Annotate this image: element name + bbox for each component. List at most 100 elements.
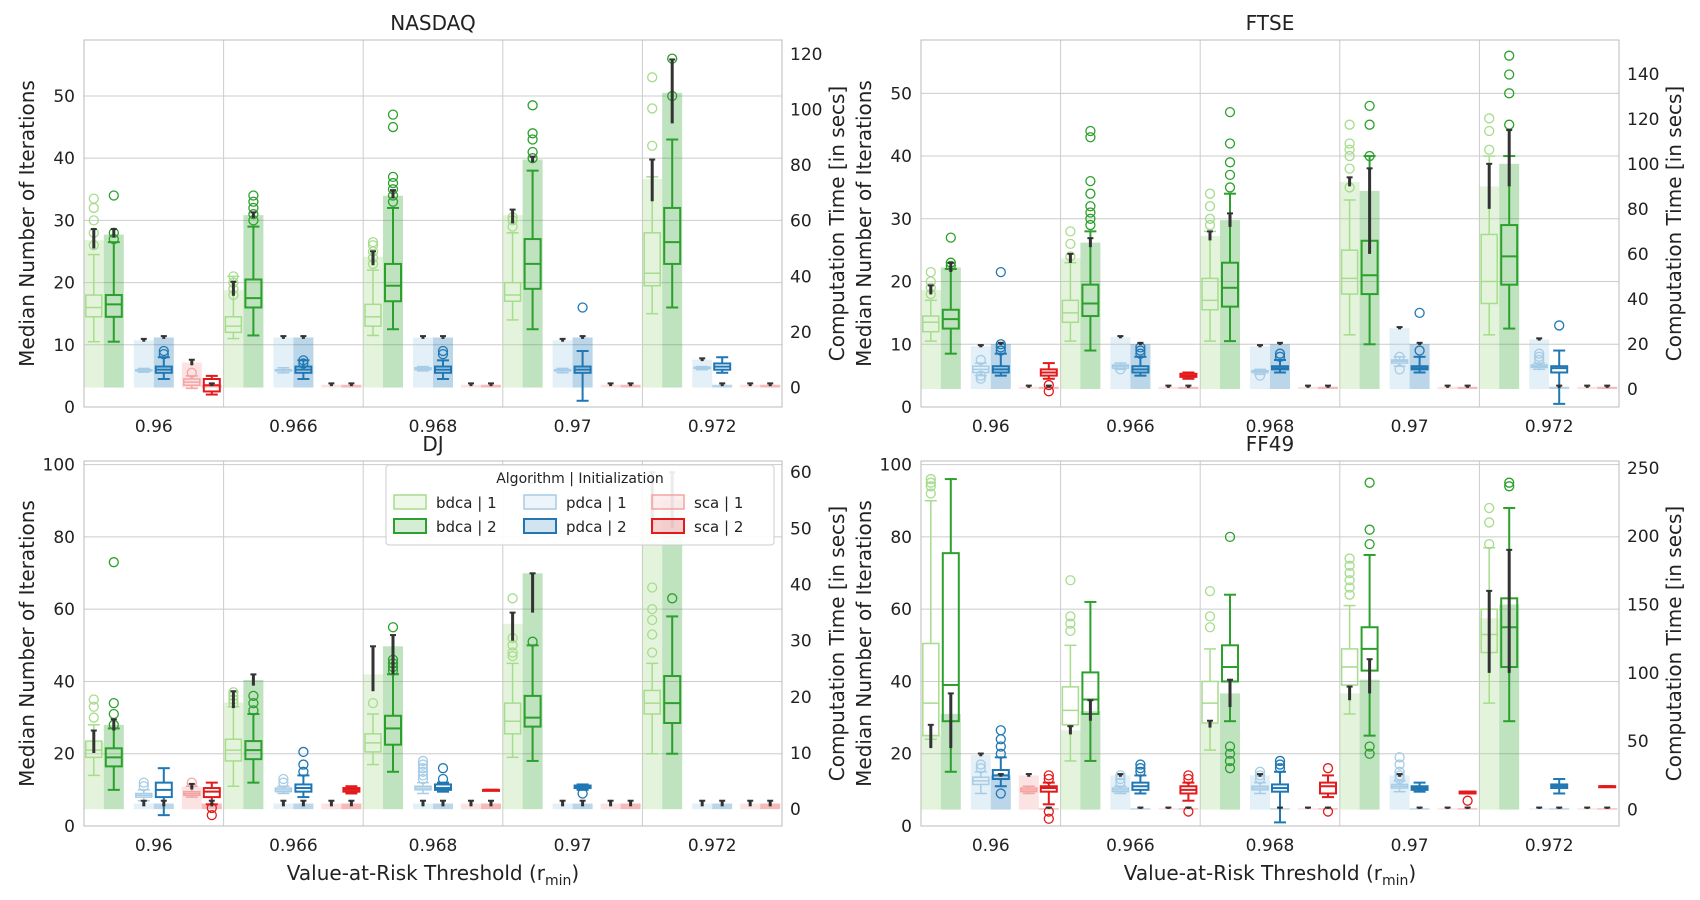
time-bar [502,623,523,810]
box-iqr [244,278,263,309]
ytick2-label: 10 [790,744,812,764]
box-outlier [995,266,1006,278]
box-outlier [298,766,309,777]
box-outlier [1065,238,1076,250]
box-outlier [1085,219,1096,231]
box-outlier [975,370,986,381]
box-outlier [298,759,309,770]
box-iqr [1061,299,1080,324]
xtick-label: 0.972 [688,417,737,437]
box-outlier [1065,611,1076,622]
ytick2-label: 250 [1627,459,1659,479]
box-outlier [1204,611,1216,622]
box-iqr [1221,261,1239,308]
legend-title: Algorithm | Initialization [496,471,664,487]
box-outlier [1204,188,1216,199]
legend-swatch [393,518,427,534]
box-outlier [1085,188,1096,199]
time-bar [522,159,543,388]
time-bar [1060,730,1081,810]
box-outlier [298,355,309,366]
box-outlier [527,636,538,647]
legend-swatch [651,494,685,510]
ylabel-right: Computation Time [in secs] [825,506,849,781]
ytick2-label: 60 [790,212,812,232]
box-outlier [527,100,538,111]
box-outlier [88,712,99,723]
box-outlier [108,557,119,568]
box-outlier [108,708,119,720]
box-outlier [1115,777,1126,788]
ytick-label: 100 [880,456,912,476]
box-outlier [1085,207,1096,218]
box-outlier [1085,201,1096,212]
box-iqr [1340,249,1359,295]
box-outlier [1344,567,1355,579]
box-iqr [1500,224,1519,286]
ytick2-label: 140 [1627,65,1659,85]
box-outlier [367,240,379,251]
ytick-label: 40 [890,147,912,167]
box-outlier [108,697,119,709]
box-outlier [1065,575,1076,586]
box-outlier [647,614,658,626]
box-iqr [224,316,243,334]
legend-swatch [651,518,685,534]
box-outlier [1344,163,1355,174]
time-bar [413,337,433,388]
ylabel-right: Computation Time [in secs] [1662,86,1686,361]
ytick2-label: 100 [1627,664,1659,684]
box-iqr [364,303,382,327]
box-outlier [1344,138,1355,149]
time-bar [1359,679,1380,810]
box-outlier [1534,348,1545,359]
ylabel-left: Median Number of Iterations [852,80,876,367]
box-outlier [1274,755,1286,767]
ytick-label: 30 [890,210,912,230]
box-outlier [647,103,658,114]
box-outlier [387,177,399,189]
time-bar [133,340,154,388]
box-outlier [1344,144,1355,155]
box-outlier [1085,125,1096,137]
box-outlier [975,373,986,384]
box-outlier [995,748,1006,759]
xlabel-end: ) [1408,861,1416,885]
box-outlier [975,763,986,774]
plot-frame [83,39,783,408]
box-outlier [1043,813,1054,824]
box-outlier [1135,763,1146,774]
box-outlier [1065,625,1076,637]
box-outlier [1364,477,1375,488]
box-iqr [643,689,661,715]
box-outlier [1484,113,1495,124]
box-iqr [922,315,940,333]
legend-label: bdca | 1 [436,494,497,512]
legend-label: sca | 1 [694,494,743,512]
box-outlier [1484,517,1495,528]
time-bar [642,179,663,388]
xlabel: Value-at-Risk Threshold (rmin) [287,861,579,889]
box-outlier [1085,213,1096,224]
ytick2-label: 20 [1627,335,1649,355]
box-iqr [1319,781,1337,795]
box-outlier [1224,169,1236,181]
box-iqr [384,262,402,303]
box-outlier [298,358,309,369]
time-bar [920,734,941,810]
box-iqr [503,281,522,303]
box-outlier [1204,201,1216,212]
box-outlier [417,759,429,770]
box-outlier [228,271,239,282]
ytick2-label: 100 [790,101,822,121]
box-outlier [1224,741,1236,752]
panel-ftse: 0 10 20 30 40 50 0 20 40 60 80 100 120 140 0.96 0.966 0.… [852,11,1686,437]
box-outlier [1344,553,1355,564]
box-outlier [1344,575,1355,586]
time-bar [552,340,573,388]
xtick-label: 0.968 [409,417,458,437]
ytick-label: 0 [901,398,912,418]
xtick-label: 0.972 [1525,836,1574,856]
box-outlier [1364,741,1375,752]
ytick-label: 40 [53,672,75,692]
